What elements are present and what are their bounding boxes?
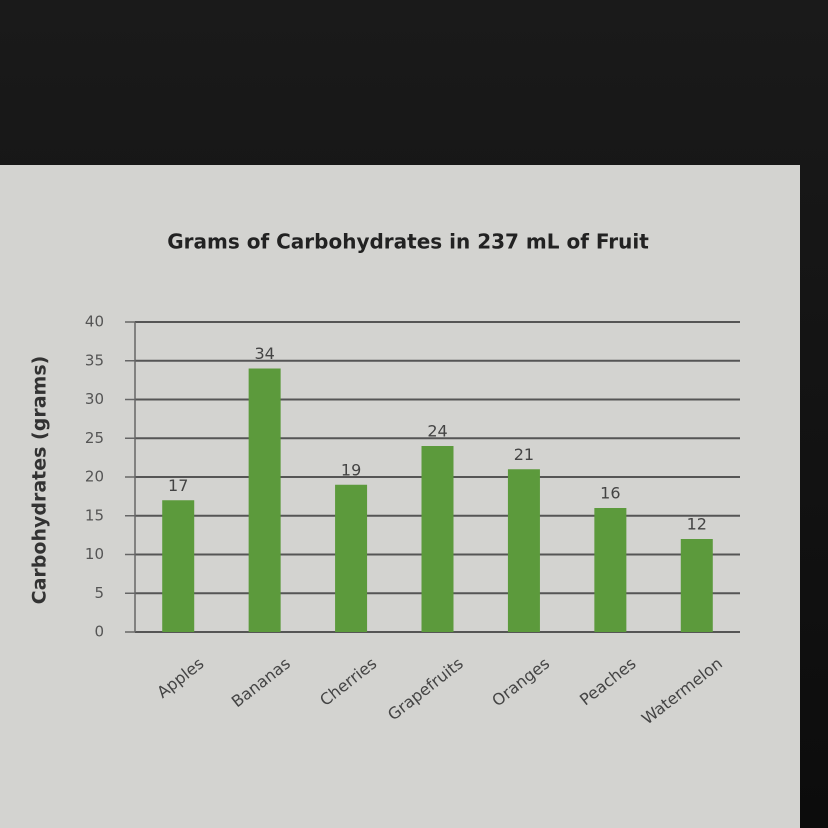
y-tick-label: 0	[94, 623, 104, 641]
y-tick-label: 10	[85, 545, 104, 563]
bar	[421, 446, 454, 632]
y-tick-label: 5	[94, 584, 104, 602]
data-label: 17	[168, 476, 188, 495]
data-label: 24	[427, 422, 447, 441]
data-label: 21	[514, 445, 534, 464]
bar	[335, 484, 368, 632]
chart-title: Grams of Carbohydrates in 237 mL of Frui…	[167, 230, 649, 254]
bar	[248, 368, 281, 632]
y-tick-label: 20	[85, 468, 104, 486]
chart-panel	[0, 165, 800, 828]
bar	[594, 508, 627, 632]
data-label: 19	[341, 460, 361, 479]
bar	[162, 500, 195, 632]
data-label: 16	[600, 484, 620, 503]
bar	[680, 539, 713, 632]
data-label: 12	[687, 515, 707, 534]
data-label: 34	[254, 344, 274, 363]
y-axis-label: Carbohydrates (grams)	[29, 356, 51, 605]
y-tick-label: 15	[85, 506, 104, 524]
y-tick-label: 40	[85, 313, 104, 331]
y-tick-label: 30	[85, 390, 104, 408]
y-tick-label: 35	[85, 351, 104, 369]
bar	[507, 469, 540, 632]
y-tick-label: 25	[85, 429, 104, 447]
